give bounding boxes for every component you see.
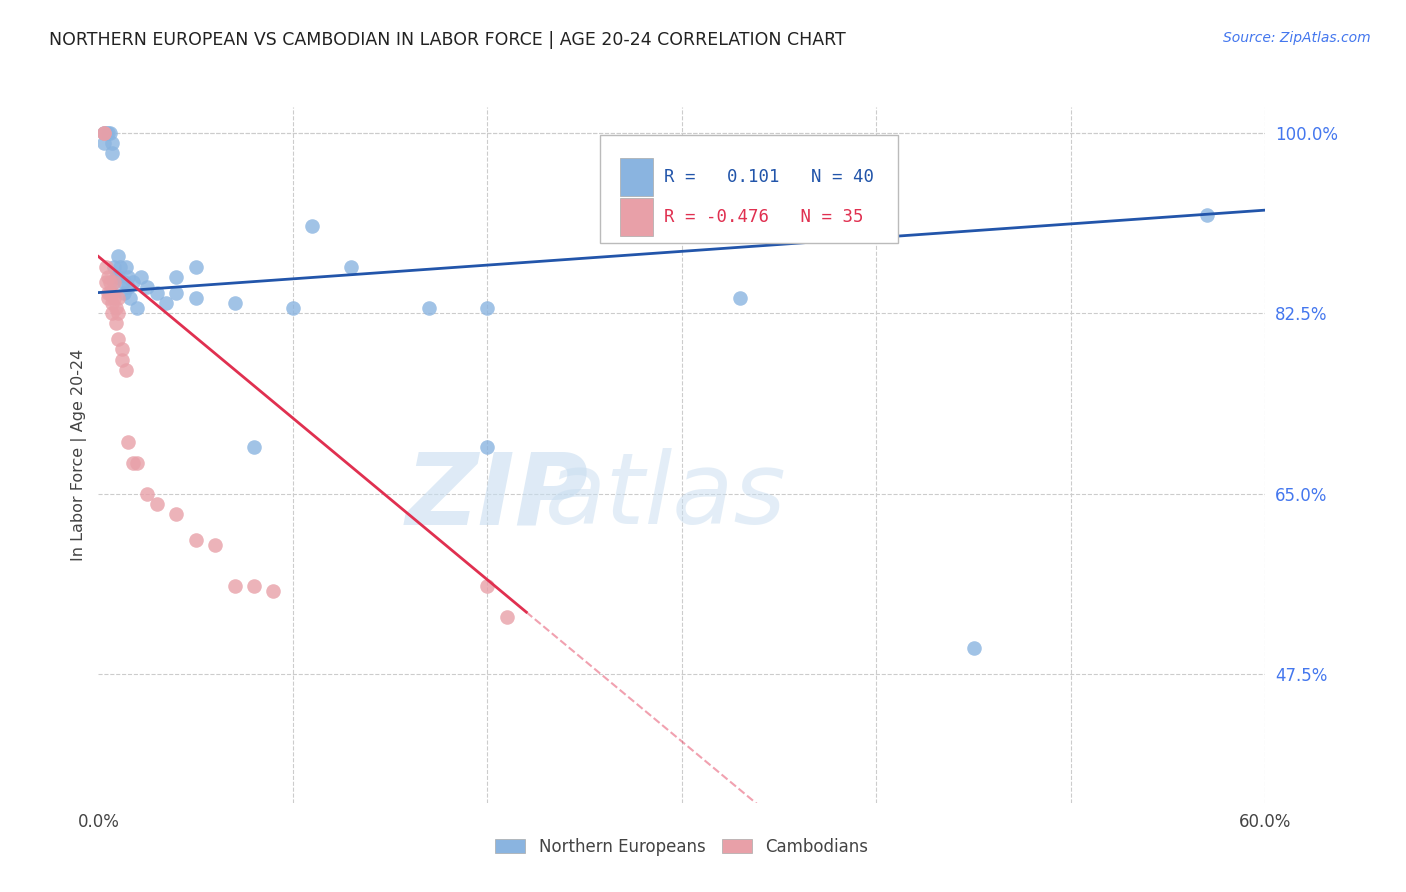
Point	[104, 317, 127, 331]
Point	[101, 285, 124, 300]
Point	[184, 291, 207, 305]
Point	[262, 584, 284, 599]
Point	[477, 440, 499, 454]
Point	[96, 275, 118, 289]
Point	[1195, 208, 1218, 222]
Point	[97, 291, 120, 305]
Point	[114, 363, 136, 377]
Point	[107, 291, 129, 305]
Point	[98, 126, 121, 140]
Point	[127, 456, 149, 470]
Point	[962, 641, 984, 656]
Point	[243, 579, 266, 593]
Point	[98, 275, 121, 289]
Point	[104, 270, 127, 285]
Point	[97, 126, 120, 140]
Point	[104, 301, 127, 315]
Point	[184, 260, 207, 274]
Point	[93, 126, 115, 140]
Point	[155, 296, 177, 310]
Point	[111, 343, 134, 357]
Point	[146, 285, 169, 300]
Point	[101, 296, 124, 310]
Point	[112, 285, 135, 300]
Point	[243, 440, 266, 454]
Point	[101, 146, 124, 161]
Point	[477, 579, 499, 593]
Text: ZIP: ZIP	[405, 448, 589, 545]
Point	[117, 280, 139, 294]
Point	[224, 296, 246, 310]
Point	[118, 291, 141, 305]
Point	[117, 435, 139, 450]
Text: Source: ZipAtlas.com: Source: ZipAtlas.com	[1223, 31, 1371, 45]
Point	[93, 126, 115, 140]
Point	[340, 260, 363, 274]
Point	[93, 126, 115, 140]
Point	[108, 260, 131, 274]
Point	[103, 291, 125, 305]
Point	[111, 352, 134, 367]
Point	[101, 306, 124, 320]
Point	[107, 332, 129, 346]
Point	[281, 301, 304, 315]
Text: R =   0.101   N = 40: R = 0.101 N = 40	[665, 168, 875, 186]
Point	[129, 270, 152, 285]
Point	[103, 260, 125, 274]
Legend: Northern Europeans, Cambodians: Northern Europeans, Cambodians	[486, 830, 877, 864]
FancyBboxPatch shape	[620, 198, 652, 236]
Point	[127, 301, 149, 315]
Point	[96, 126, 118, 140]
Y-axis label: In Labor Force | Age 20-24: In Labor Force | Age 20-24	[72, 349, 87, 561]
Point	[103, 275, 125, 289]
Text: NORTHERN EUROPEAN VS CAMBODIAN IN LABOR FORCE | AGE 20-24 CORRELATION CHART: NORTHERN EUROPEAN VS CAMBODIAN IN LABOR …	[49, 31, 846, 49]
Point	[224, 579, 246, 593]
Text: atlas: atlas	[546, 448, 787, 545]
Point	[107, 250, 129, 264]
Point	[96, 260, 118, 274]
Point	[418, 301, 440, 315]
Point	[97, 270, 120, 285]
Point	[184, 533, 207, 547]
Point	[146, 497, 169, 511]
Point	[103, 275, 125, 289]
FancyBboxPatch shape	[600, 135, 898, 243]
FancyBboxPatch shape	[620, 158, 652, 196]
Point	[122, 456, 145, 470]
Point	[204, 538, 226, 552]
Point	[107, 306, 129, 320]
Point	[730, 291, 752, 305]
Text: R = -0.476   N = 35: R = -0.476 N = 35	[665, 208, 863, 226]
Point	[107, 270, 129, 285]
Point	[93, 136, 115, 150]
Point	[114, 260, 136, 274]
Point	[165, 270, 187, 285]
Point	[98, 285, 121, 300]
Point	[165, 285, 187, 300]
Point	[97, 285, 120, 300]
Point	[301, 219, 323, 233]
Point	[101, 136, 124, 150]
Point	[165, 507, 187, 521]
Point	[112, 275, 135, 289]
Point	[477, 301, 499, 315]
Point	[117, 270, 139, 285]
Point	[136, 280, 159, 294]
Point	[136, 486, 159, 500]
Point	[122, 275, 145, 289]
Point	[496, 610, 519, 624]
